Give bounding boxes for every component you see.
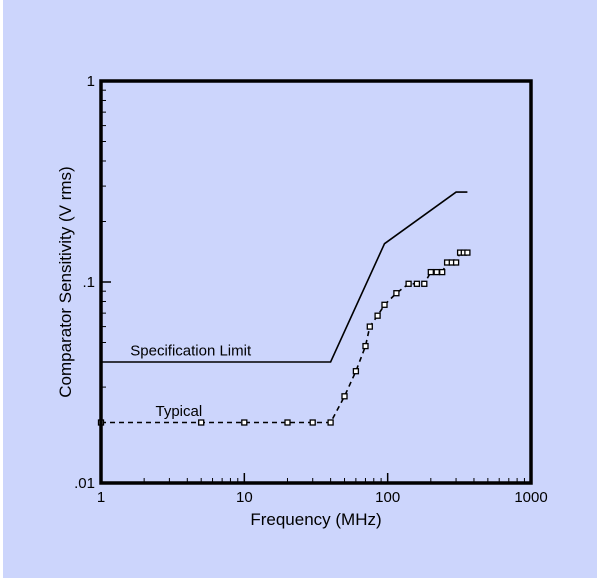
data-point: [284, 419, 291, 426]
y-tick-label: .01: [74, 475, 95, 492]
data-point: [198, 419, 205, 426]
series-annotation: Specification Limit: [130, 343, 252, 360]
y-axis-title: Comparator Sensitivity (V rms): [56, 166, 75, 397]
data-point: [374, 312, 381, 319]
data-point: [352, 368, 360, 375]
data-point: [341, 393, 348, 400]
x-tick-label: 1000: [514, 489, 547, 506]
series-layer: [97, 191, 471, 426]
data-point: [464, 249, 471, 256]
data-point: [433, 268, 440, 276]
data-point: [393, 290, 400, 297]
labels-layer: 1 10 100 1000 .01 .1 1 Specification Limit Typic…: [74, 73, 548, 506]
series-annotation: Typical: [155, 403, 202, 420]
data-point: [421, 280, 428, 287]
x-tick-label: 100: [375, 489, 400, 506]
y-tick-label: 1: [87, 73, 95, 90]
data-point: [413, 280, 421, 287]
data-point: [362, 342, 369, 350]
data-point: [452, 259, 460, 266]
data-point: [327, 419, 334, 426]
chart-svg: 1 10 100 1000 .01 .1 1 Specification Limit Typic…: [56, 73, 548, 529]
data-point: [381, 301, 388, 308]
series-line-1: [101, 251, 468, 424]
series-line-0: [101, 191, 468, 363]
data-point: [309, 419, 316, 426]
data-point: [366, 323, 373, 330]
x-axis-title: Frequency (MHz): [250, 510, 381, 529]
x-tick-label: 10: [236, 489, 253, 506]
data-point: [439, 268, 446, 276]
data-point: [427, 268, 434, 276]
chart-figure: 1 10 100 1000 .01 .1 1 Specification Limit Typic…: [3, 0, 597, 578]
x-tick-label: 1: [97, 489, 105, 506]
data-point: [241, 419, 248, 426]
plot-frame: [99, 79, 533, 485]
y-tick-label: .1: [82, 274, 95, 291]
data-point: [405, 280, 412, 287]
